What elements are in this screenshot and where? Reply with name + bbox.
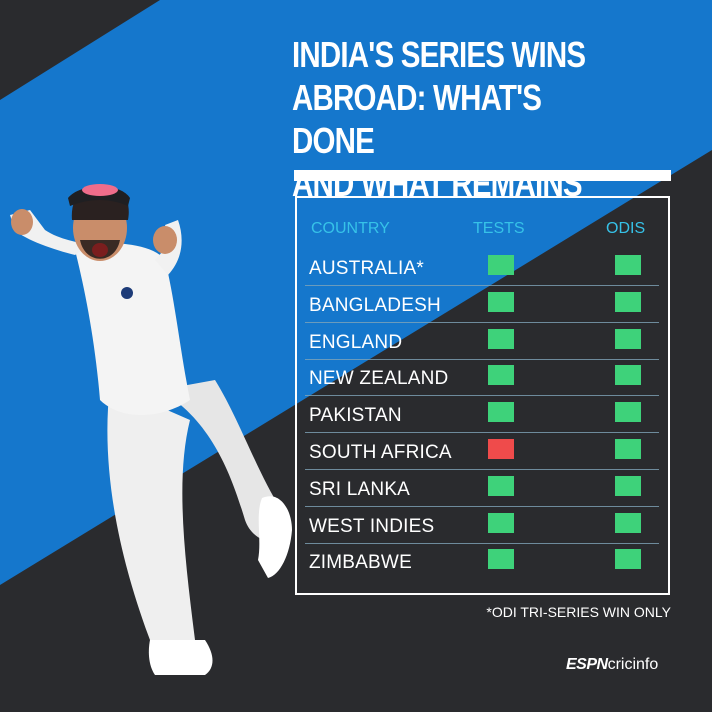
odis-status-box [615,512,641,533]
footnote: *ODI TRI-SERIES WIN ONLY [486,604,671,620]
row-divider [305,505,659,507]
country-name: SOUTH AFRICA [309,442,452,463]
odis-status-box [615,328,641,349]
table-row: ZIMBABWE [305,544,659,580]
country-name: BANGLADESH [309,294,441,316]
country-name: AUSTRALIA* [309,258,424,279]
country-name: PAKISTAN [309,405,402,427]
player-illustration [10,184,292,675]
row-divider [305,469,659,470]
tests-status-box [488,328,514,349]
tests-status-box [488,255,514,275]
table-row: AUSTRALIA* [305,250,659,286]
title-line-2: ABROAD: WHAT'S DONE [292,77,542,161]
series-wins-table [295,196,670,595]
table-row: PAKISTAN [305,397,659,434]
table-row: SOUTH AFRICA [305,434,659,470]
tests-status-box [488,549,514,570]
odis-status-box [615,365,641,386]
row-divider [305,358,659,360]
country-name: SRI LANKA [309,478,411,500]
country-name: WEST INDIES [309,515,435,537]
row-divider [305,285,659,286]
infographic-title: INDIA'S SERIES WINS ABROAD: WHAT'S DONE … [292,33,620,205]
logo-cricinfo: cricinfo [607,656,659,673]
table-row: ENGLAND [305,324,659,360]
country-name: NEW ZEALAND [309,368,449,390]
table-row: WEST INDIES [305,508,659,544]
row-divider [305,432,659,434]
logo-espn: ESPN [566,656,608,673]
row-divider [305,395,659,397]
odis-status-box [615,439,641,459]
country-name: ZIMBABWE [309,552,412,574]
row-divider [305,321,659,323]
espncricinfo-logo: ESPNcricinfo [566,656,658,674]
header-tests: TESTS [473,220,525,237]
header-odis: ODIS [606,220,646,237]
tests-status-box [488,291,514,312]
tests-status-box [488,439,514,459]
odis-status-box [615,549,641,570]
tests-status-box [488,402,514,423]
title-divider [294,170,671,181]
odis-status-box [615,475,641,496]
table-row: NEW ZEALAND [305,360,659,397]
header-country: COUNTRY [311,220,390,237]
row-divider [305,542,659,544]
odis-status-box [615,402,641,423]
table-row: BANGLADESH [305,287,659,323]
tests-status-box [488,512,514,533]
odis-status-box [615,291,641,312]
title-line-1: INDIA'S SERIES WINS [292,34,586,75]
odis-status-box [615,255,641,275]
tests-status-box [488,475,514,496]
country-name: ENGLAND [309,331,403,353]
table-row: SRI LANKA [305,471,659,507]
tests-status-box [488,365,514,386]
